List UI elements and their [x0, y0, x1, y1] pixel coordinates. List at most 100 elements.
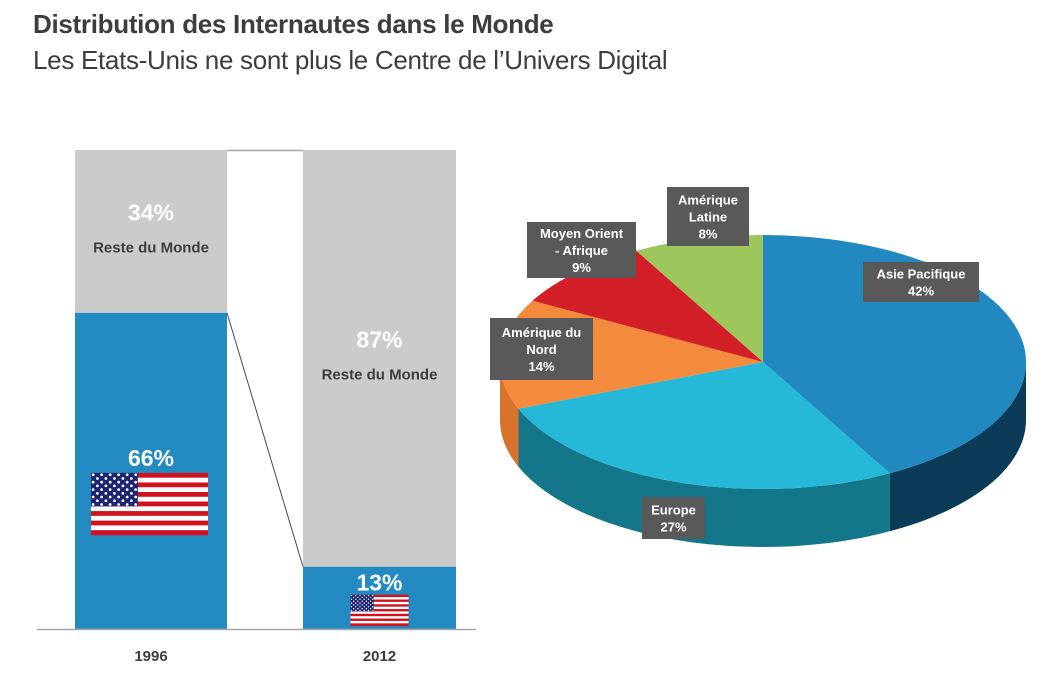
- flag-star: [95, 484, 99, 488]
- flag-star: [369, 596, 372, 599]
- flag-star: [361, 604, 363, 606]
- flag-star: [121, 477, 125, 480]
- flag-stripe: [350, 623, 409, 627]
- flag-star: [100, 488, 104, 492]
- pie-side-am-rique-du-nord: [500, 362, 519, 467]
- flag-star: [352, 604, 355, 606]
- data-label-reste-du-monde: 87%: [356, 326, 402, 352]
- flag-star: [134, 473, 138, 477]
- flag-stripe: [91, 501, 208, 507]
- flag-star: [108, 473, 112, 477]
- flag-star: [361, 607, 363, 610]
- flag-star: [117, 488, 121, 492]
- pie-slice-europe: [518, 362, 890, 490]
- connector-line-us-share: [226, 312, 304, 567]
- flag-star: [134, 503, 138, 506]
- pie-slice-am-rique-latine: [636, 235, 763, 362]
- pie-label-text: 14%: [528, 359, 554, 374]
- flag-star: [359, 606, 361, 608]
- flag-star: [134, 495, 138, 499]
- flag-stripe: [91, 482, 208, 488]
- flag-star: [125, 480, 129, 484]
- flag-star: [367, 606, 370, 608]
- flag-stripe: [350, 613, 409, 617]
- flag-star: [369, 607, 372, 610]
- flag-stripe: [350, 599, 409, 603]
- flag-star: [371, 606, 374, 608]
- flag-star: [95, 499, 99, 503]
- flag-star: [371, 594, 374, 597]
- flag-star: [117, 480, 121, 484]
- flag-stripe: [350, 594, 409, 598]
- flag-star: [363, 609, 365, 612]
- x-tick-label: 1996: [134, 648, 167, 665]
- flag-star: [95, 477, 99, 480]
- flag-stripe: [350, 601, 409, 605]
- pie-side-europe: [518, 408, 890, 547]
- flag-star: [363, 598, 365, 601]
- pie-label-text: 8%: [699, 227, 718, 242]
- pie-label-box: [490, 318, 593, 380]
- flag-star: [130, 491, 133, 495]
- flag-stripe: [91, 515, 208, 521]
- flag-star: [125, 488, 129, 492]
- flag-star: [359, 602, 361, 604]
- pie-data-label: Europe 27%: [642, 497, 705, 539]
- pie-data-label: Asie Pacifique 42%: [863, 262, 979, 302]
- flag-star: [371, 609, 374, 612]
- pie-label-box: [863, 262, 979, 302]
- flag-star: [363, 594, 365, 597]
- flag-star: [371, 602, 374, 604]
- flag-star: [134, 480, 138, 484]
- flag-star: [91, 495, 95, 499]
- pie-label-box: [527, 222, 636, 278]
- flag-star: [350, 598, 353, 601]
- flag-star: [113, 484, 116, 488]
- pie-label-text: Moyen Orient: [540, 226, 624, 241]
- flag-star: [121, 484, 125, 488]
- flag-star: [361, 600, 363, 602]
- flag-star: [357, 607, 359, 610]
- flag-star: [359, 609, 361, 612]
- flag-star: [100, 503, 104, 506]
- flag-star: [113, 477, 116, 480]
- flag-star: [108, 480, 112, 484]
- segment-label-reste-du-monde: Reste du Monde: [93, 239, 209, 256]
- flag-stripe: [350, 606, 409, 610]
- pie-label-text: 9%: [572, 260, 591, 275]
- flag-star: [100, 495, 104, 499]
- flag-star: [125, 473, 129, 477]
- flag-star: [117, 495, 121, 499]
- flag-star: [355, 598, 357, 601]
- bar-segment-reste-du-monde: [303, 150, 456, 567]
- flag-star: [117, 503, 121, 506]
- flag-star: [130, 484, 133, 488]
- flag-star: [352, 600, 355, 602]
- flag-stripe: [350, 609, 409, 612]
- flag-star: [363, 606, 365, 608]
- flag-stripe: [91, 487, 208, 493]
- flag-star: [104, 477, 108, 480]
- flag-star: [363, 602, 365, 604]
- flag-stripe: [91, 511, 208, 517]
- flag-star: [365, 607, 368, 610]
- flag-star: [350, 594, 353, 597]
- flag-star: [108, 503, 112, 506]
- bar-segment-etats-unis: [75, 312, 227, 629]
- flag-stripe: [350, 618, 409, 622]
- flag-star: [359, 598, 361, 601]
- flag-stripe: [91, 525, 208, 531]
- chart-title: Distribution des Internautes dans le Mon…: [33, 9, 554, 39]
- flag-star: [113, 499, 116, 503]
- flag-star: [352, 607, 355, 610]
- flag-star: [357, 600, 359, 602]
- flag-stripe: [91, 530, 208, 536]
- flag-star: [355, 606, 357, 608]
- flag-star: [121, 491, 125, 495]
- flag-star: [369, 604, 372, 606]
- flag-star: [365, 604, 368, 606]
- pie-data-label: Moyen Orient - Afrique 9%: [527, 222, 636, 278]
- flag-star: [121, 499, 125, 503]
- flag-star: [108, 488, 112, 492]
